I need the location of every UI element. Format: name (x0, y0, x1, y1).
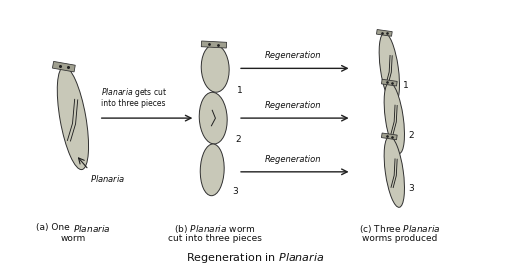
Text: cut into three pieces: cut into three pieces (168, 234, 262, 242)
Text: 1: 1 (403, 81, 408, 90)
Text: into three pieces: into three pieces (101, 99, 165, 108)
Text: $\it{Planaria}$: $\it{Planaria}$ (73, 223, 110, 234)
Text: 2: 2 (407, 130, 413, 140)
Text: (b) $\it{Planaria}$ worm: (b) $\it{Planaria}$ worm (174, 223, 256, 235)
Polygon shape (201, 41, 226, 48)
Ellipse shape (383, 83, 404, 154)
Text: Regeneration: Regeneration (264, 51, 321, 60)
Text: $\it{Planaria}$: $\it{Planaria}$ (90, 173, 125, 184)
Ellipse shape (383, 136, 404, 207)
Text: worms produced: worms produced (361, 234, 436, 242)
Text: $\it{Planaria}$ gets cut: $\it{Planaria}$ gets cut (101, 86, 166, 99)
Text: worm: worm (60, 234, 86, 242)
Text: 1: 1 (237, 86, 242, 95)
Ellipse shape (200, 144, 224, 196)
Text: Regeneration: Regeneration (264, 155, 321, 164)
Text: (a) One: (a) One (36, 223, 73, 232)
Ellipse shape (57, 67, 89, 170)
Text: 2: 2 (235, 135, 240, 145)
Polygon shape (376, 29, 391, 36)
Text: Regeneration: Regeneration (264, 101, 321, 110)
Text: 3: 3 (232, 187, 237, 196)
Polygon shape (52, 61, 75, 72)
Text: 3: 3 (407, 184, 413, 193)
Text: Regeneration in $\bf{\it{Planaria}}$: Regeneration in $\bf{\it{Planaria}}$ (185, 251, 324, 265)
Text: (c) Three $\it{Planaria}$: (c) Three $\it{Planaria}$ (358, 223, 439, 235)
Ellipse shape (201, 44, 229, 92)
Polygon shape (381, 79, 397, 86)
Ellipse shape (378, 33, 399, 104)
Polygon shape (381, 133, 397, 140)
Ellipse shape (199, 92, 227, 144)
